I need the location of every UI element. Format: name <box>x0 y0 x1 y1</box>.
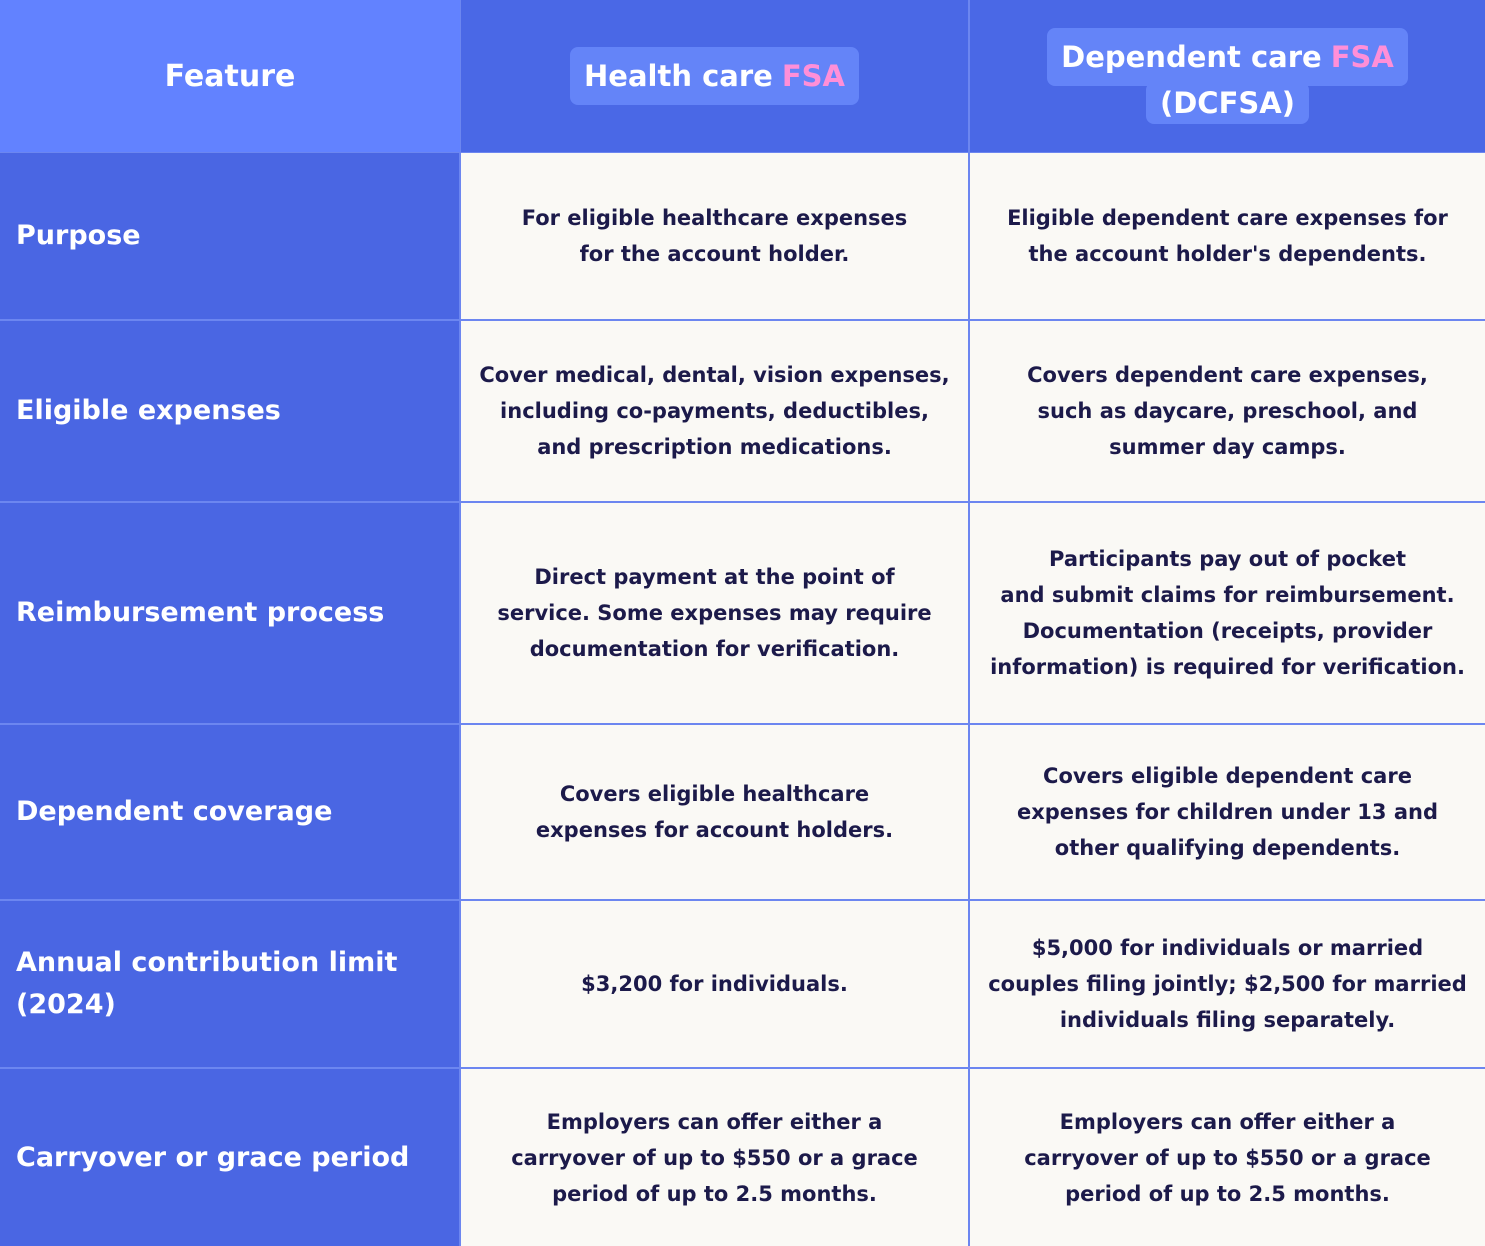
cell-line: summer day camps. <box>1109 435 1346 459</box>
cell-line: carryover of up to $550 or a grace <box>511 1145 918 1170</box>
header-text: Dependent care <box>1061 40 1322 74</box>
cell-line: information) is required for verificatio… <box>990 655 1465 679</box>
table-cell: Cover medical, dental, vision expenses, i… <box>461 321 968 501</box>
cell-line: Participants pay out of pocket <box>1049 547 1406 571</box>
row-label: Dependent coverage <box>0 725 459 899</box>
cell-line: individuals filing separately. <box>1059 1008 1396 1032</box>
cell-line: period of up to 2.5 months. <box>1065 1181 1390 1206</box>
table-cell: Employers can offer either a carryover of… <box>970 1069 1485 1246</box>
table-cell: Eligible dependent care expenses for the … <box>970 153 1485 319</box>
table-cell: $5,000 for individuals or married couples… <box>970 901 1485 1067</box>
header-suffix: (DCFSA) <box>1145 82 1309 124</box>
cell-line: for the account holder. <box>579 242 850 266</box>
row-label: Purpose <box>0 153 459 319</box>
table-cell: Direct payment at the point of service. S… <box>461 503 968 723</box>
cell-line: Documentation (receipts, provider <box>1022 619 1433 643</box>
cell-line: Covers eligible healthcare <box>559 782 870 806</box>
header-pill: Dependent care FSA <box>1047 28 1408 86</box>
table-cell: Covers dependent care expenses, such as d… <box>970 321 1485 501</box>
header-highlight: FSA <box>781 59 845 93</box>
cell-line: Direct payment at the point of <box>534 565 895 589</box>
cell-line: such as daycare, preschool, and <box>1037 399 1418 423</box>
cell-line: $5,000 for individuals or married <box>1031 936 1424 960</box>
label-line: Annual contribution limit <box>16 947 398 978</box>
label-line: (2024) <box>16 989 116 1020</box>
cell-line: including co-payments, deductibles, <box>500 399 929 423</box>
label-line: Carryover or grace period <box>16 1141 410 1173</box>
header-text: Feature <box>164 58 296 94</box>
cell-line: couples filing jointly; $2,500 for marri… <box>988 972 1467 996</box>
cell-line: carryover of up to $550 or a grace <box>1024 1145 1431 1170</box>
label-line: Reimbursement process <box>16 597 385 628</box>
cell-line: and prescription medications. <box>537 435 892 459</box>
table-cell: Participants pay out of pocket and submit… <box>970 503 1485 723</box>
table-cell: Covers eligible healthcare expenses for a… <box>461 725 968 899</box>
header-feature: Feature <box>0 0 460 152</box>
table-cell: Employers can offer either a carryover of… <box>461 1069 968 1246</box>
cell-line: Covers dependent care expenses, <box>1027 363 1428 387</box>
label-line: Eligible expenses <box>16 395 281 426</box>
header-text: Health care <box>584 59 773 93</box>
row-label: Annual contribution limit (2024) <box>0 901 459 1067</box>
cell-line: expenses for account holders. <box>535 818 894 842</box>
cell-line: other qualifying dependents. <box>1054 836 1401 860</box>
table-cell: Covers eligible dependent care expenses f… <box>970 725 1485 899</box>
header-pill: Health care FSA <box>570 47 859 105</box>
cell-line: Covers eligible dependent care <box>1043 764 1412 788</box>
row-label: Eligible expenses <box>0 321 459 501</box>
cell-line: and submit claims for reimbursement. <box>1000 583 1455 607</box>
cell-line: period of up to 2.5 months. <box>552 1181 877 1206</box>
row-label: Carryover or grace period <box>0 1069 459 1246</box>
cell-line: For eligible healthcare expenses <box>521 206 908 230</box>
label-line: Purpose <box>16 220 141 251</box>
header-column: Dependent care FSA (DCFSA) <box>970 0 1485 152</box>
header-column: Health care FSA <box>461 0 968 152</box>
table-cell: $3,200 for individuals. <box>461 901 968 1067</box>
cell-line: Employers can offer either a <box>546 1109 883 1134</box>
row-label: Reimbursement process <box>0 503 459 723</box>
cell-line: Eligible dependent care expenses for <box>1007 206 1448 230</box>
label-line: Dependent coverage <box>16 796 333 827</box>
cell-line: documentation for verification. <box>529 637 900 661</box>
cell-line: $3,200 for individuals. <box>581 972 848 996</box>
header-highlight: FSA <box>1330 40 1394 74</box>
cell-line: Cover medical, dental, vision expenses, <box>479 363 950 387</box>
cell-line: Employers can offer either a <box>1059 1109 1396 1134</box>
table-cell: For eligible healthcare expenses for the … <box>461 153 968 319</box>
cell-line: the account holder's dependents. <box>1028 242 1427 266</box>
cell-line: service. Some expenses may require <box>497 601 932 625</box>
cell-line: expenses for children under 13 and <box>1016 800 1438 824</box>
